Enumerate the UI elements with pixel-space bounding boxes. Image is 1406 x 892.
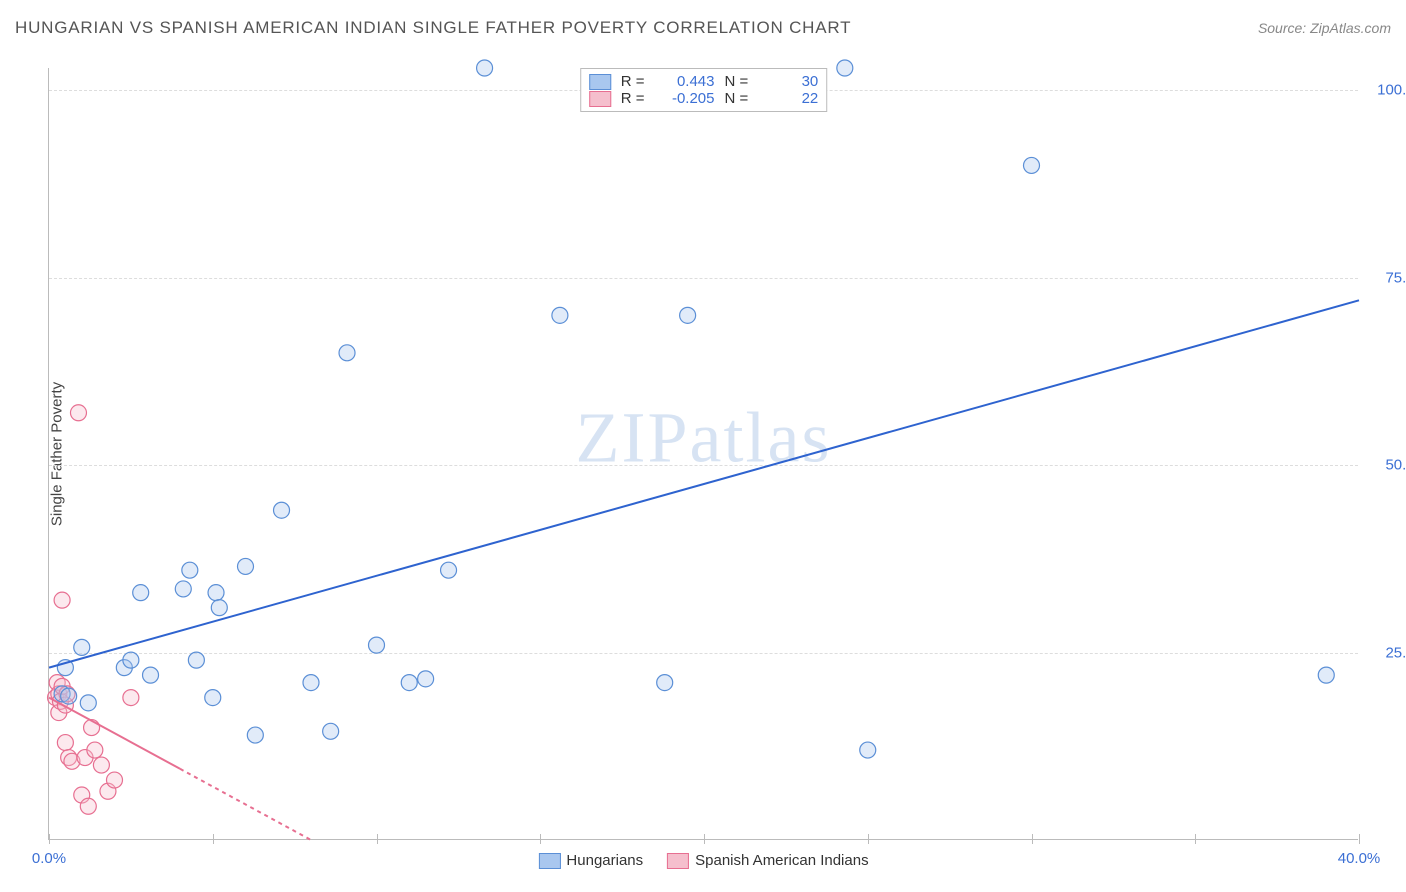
source-prefix: Source: bbox=[1258, 20, 1310, 36]
data-point bbox=[274, 502, 290, 518]
r-value-spanish: -0.205 bbox=[655, 90, 715, 107]
data-point bbox=[143, 667, 159, 683]
legend-label-hungarians: Hungarians bbox=[566, 852, 643, 869]
data-point bbox=[303, 675, 319, 691]
data-point bbox=[205, 690, 221, 706]
swatch-spanish bbox=[589, 91, 611, 107]
y-tick-label: 75.0% bbox=[1385, 269, 1406, 286]
data-point bbox=[680, 307, 696, 323]
data-point bbox=[123, 690, 139, 706]
r-label: R = bbox=[621, 73, 645, 90]
legend-item-spanish: Spanish American Indians bbox=[667, 852, 868, 869]
data-point bbox=[54, 592, 70, 608]
data-point bbox=[107, 772, 123, 788]
chart-title: HUNGARIAN VS SPANISH AMERICAN INDIAN SIN… bbox=[15, 18, 851, 38]
source-name: ZipAtlas.com bbox=[1310, 20, 1391, 36]
x-tick bbox=[1359, 834, 1360, 844]
data-point bbox=[238, 558, 254, 574]
data-point bbox=[401, 675, 417, 691]
data-point bbox=[418, 671, 434, 687]
plot-area: Single Father Poverty ZIPatlas R = 0.443… bbox=[48, 68, 1358, 840]
data-point bbox=[211, 600, 227, 616]
y-tick-label: 100.0% bbox=[1377, 82, 1406, 99]
x-tick-label: 0.0% bbox=[32, 850, 66, 867]
data-point bbox=[369, 637, 385, 653]
stats-row-hungarians: R = 0.443 N = 30 bbox=[589, 73, 819, 90]
data-point bbox=[84, 720, 100, 736]
source-label: Source: ZipAtlas.com bbox=[1258, 20, 1391, 36]
data-point bbox=[188, 652, 204, 668]
data-point bbox=[837, 60, 853, 76]
data-point bbox=[182, 562, 198, 578]
data-point bbox=[1024, 157, 1040, 173]
n-label: N = bbox=[725, 73, 749, 90]
series-legend: Hungarians Spanish American Indians bbox=[538, 852, 868, 869]
correlation-stats-box: R = 0.443 N = 30 R = -0.205 N = 22 bbox=[580, 68, 828, 112]
chart-svg bbox=[49, 68, 1358, 839]
data-point bbox=[860, 742, 876, 758]
data-point bbox=[441, 562, 457, 578]
data-point bbox=[80, 798, 96, 814]
data-point bbox=[208, 585, 224, 601]
data-point bbox=[1318, 667, 1334, 683]
legend-swatch-spanish bbox=[667, 853, 689, 869]
data-point bbox=[70, 405, 86, 421]
data-point bbox=[80, 695, 96, 711]
n-value-spanish: 22 bbox=[758, 90, 818, 107]
r-value-hungarians: 0.443 bbox=[655, 73, 715, 90]
r-label: R = bbox=[621, 90, 645, 107]
trend-line bbox=[180, 769, 311, 840]
y-tick-label: 50.0% bbox=[1385, 457, 1406, 474]
data-point bbox=[175, 581, 191, 597]
data-point bbox=[87, 742, 103, 758]
data-point bbox=[323, 723, 339, 739]
trend-line bbox=[49, 300, 1359, 667]
data-point bbox=[339, 345, 355, 361]
x-tick-label: 40.0% bbox=[1338, 850, 1381, 867]
data-point bbox=[657, 675, 673, 691]
data-point bbox=[123, 652, 139, 668]
data-point bbox=[93, 757, 109, 773]
stats-row-spanish: R = -0.205 N = 22 bbox=[589, 90, 819, 107]
n-label: N = bbox=[725, 90, 749, 107]
data-point bbox=[477, 60, 493, 76]
chart-container: HUNGARIAN VS SPANISH AMERICAN INDIAN SIN… bbox=[0, 0, 1406, 892]
data-point bbox=[57, 735, 73, 751]
data-point bbox=[133, 585, 149, 601]
legend-label-spanish: Spanish American Indians bbox=[695, 852, 868, 869]
data-point bbox=[247, 727, 263, 743]
data-point bbox=[74, 639, 90, 655]
n-value-hungarians: 30 bbox=[758, 73, 818, 90]
swatch-hungarians bbox=[589, 74, 611, 90]
legend-swatch-hungarians bbox=[538, 853, 560, 869]
data-point bbox=[61, 688, 77, 704]
legend-item-hungarians: Hungarians bbox=[538, 852, 643, 869]
y-tick-label: 25.0% bbox=[1385, 644, 1406, 661]
data-point bbox=[552, 307, 568, 323]
